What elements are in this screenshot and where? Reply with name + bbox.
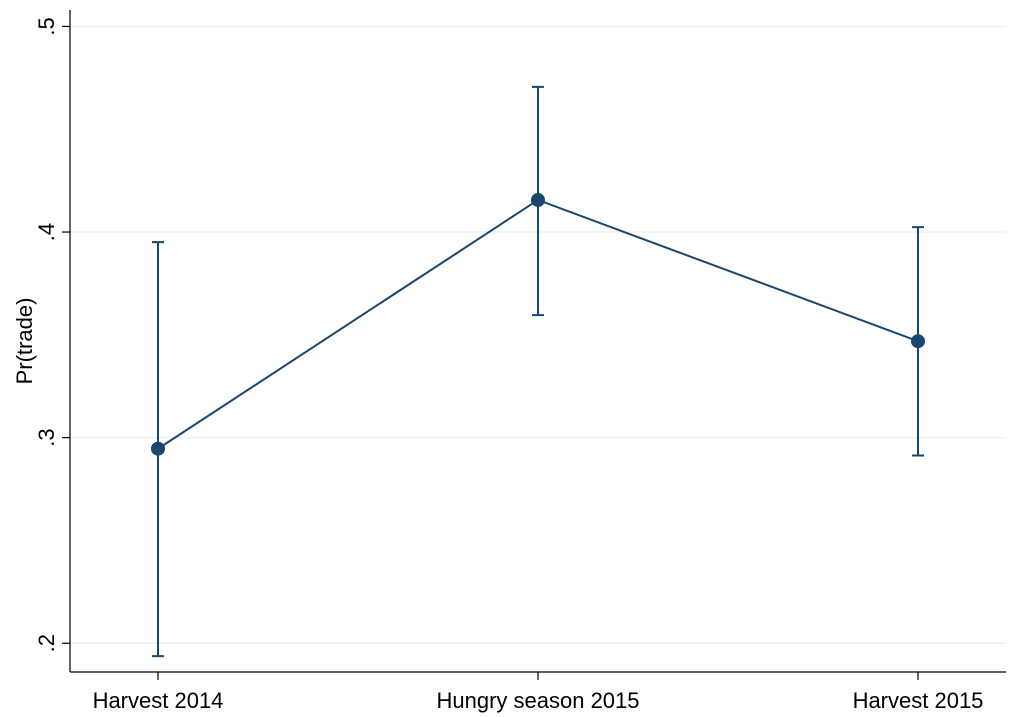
y-tick-label: .2 xyxy=(34,634,59,652)
x-tick-label: Hungry season 2015 xyxy=(436,688,639,713)
y-axis-label: Pr(trade) xyxy=(12,298,37,385)
point xyxy=(151,441,165,456)
point xyxy=(531,192,545,207)
y-tick-label: .3 xyxy=(34,428,59,446)
point xyxy=(911,334,925,349)
y-tick-label: .4 xyxy=(34,223,59,241)
x-tick-label: Harvest 2014 xyxy=(93,688,224,713)
y-tick-label: .5 xyxy=(34,17,59,35)
x-tick-label: Harvest 2015 xyxy=(853,688,984,713)
